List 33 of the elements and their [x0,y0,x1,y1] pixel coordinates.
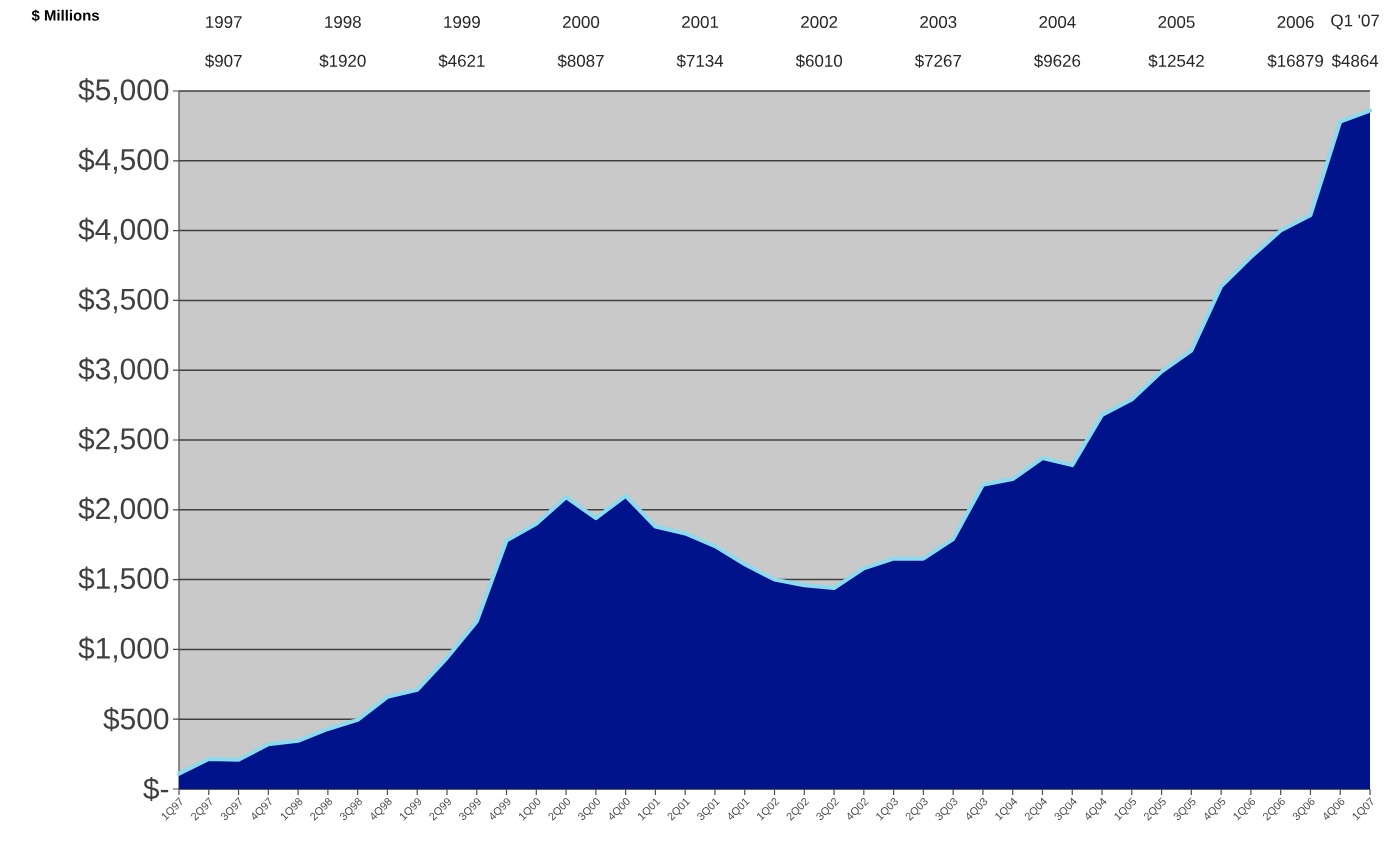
text: $6010 [795,54,843,68]
y-tick-label: $1,000 [78,636,169,663]
text: 2003 [920,15,957,28]
y-tick-label: $3,000 [78,357,169,384]
text: 2001 [682,15,719,28]
text: $12542 [1148,54,1204,68]
y-tick-label: $4,000 [78,217,169,244]
text: $8087 [557,54,604,68]
text: Q1 '07 [1331,14,1379,30]
text: 2000 [562,15,600,28]
text: $4864 [1331,54,1379,68]
text: 2004 [1039,15,1076,28]
text: 2005 [1158,15,1195,28]
text: 2002 [801,15,838,28]
y-tick-label: $3,500 [78,287,169,314]
text: 1998 [325,15,361,28]
y-tick-label: $2,500 [78,427,169,453]
y-tick-label: $1,500 [78,566,169,593]
text: $16879 [1267,54,1324,68]
y-tick-label: $2,000 [78,496,169,523]
y-axis-title: $ Millions [31,9,99,22]
y-tick-label: $5,000 [78,78,169,104]
y-tick-label: $500 [103,707,169,732]
text: $9626 [1034,54,1081,68]
text: $7267 [914,54,961,68]
text: $907 [205,54,242,68]
text: 1997 [206,15,242,28]
text: 1999 [444,15,480,28]
text: 2006 [1277,15,1314,28]
text: $4621 [438,54,485,68]
text: $1920 [319,54,366,68]
y-tick-label: $4,500 [78,147,169,174]
text: $7134 [676,54,724,68]
